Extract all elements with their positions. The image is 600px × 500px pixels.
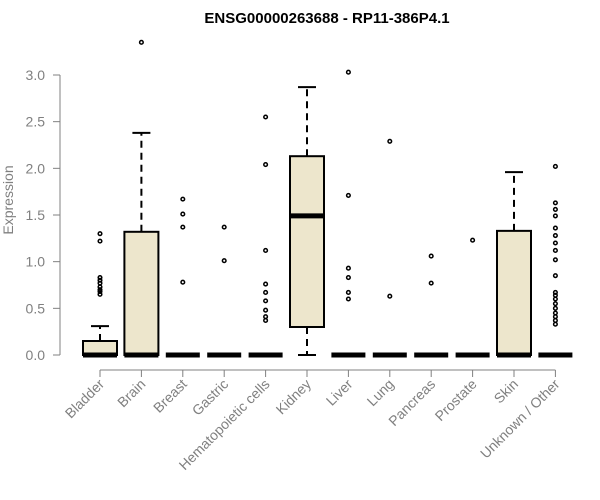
box-group [123,39,160,358]
outlier-point [221,224,227,230]
box-group [372,138,407,358]
outlier-point [552,301,558,307]
x-tick-label: Skin [491,376,522,407]
box-body [123,230,160,356]
outlier-point [387,293,393,299]
outlier-point [345,289,351,296]
box-body [289,155,325,328]
outlier-point [263,314,269,320]
box-group [538,163,573,358]
outlier-point [263,298,269,304]
outlier-point [552,213,558,219]
x-tick-label: Unknown / Other [477,376,563,462]
outlier-point [97,288,103,295]
outlier-point [552,232,558,239]
y-tick-label: 1.0 [26,254,46,270]
x-tick-label: Lung [364,376,397,409]
outlier-point [552,257,558,263]
y-tick-label: 0.0 [26,347,46,363]
outlier-point [552,240,558,246]
x-tick-label: Kidney [273,376,315,418]
x-tick-label: Breast [150,376,190,416]
outlier-point [263,114,269,120]
outlier-point [345,265,351,271]
outlier-point [470,237,476,243]
outlier-point [552,292,558,298]
x-tick-label: Bladder [62,376,108,422]
box-group [455,237,490,358]
box-group [207,224,242,358]
outlier-point [552,247,558,254]
y-tick-label: 2.5 [26,114,46,130]
outlier-point [552,305,558,311]
chart-title: ENSG00000263688 - RP11-386P4.1 [204,10,449,27]
outlier-point [345,274,351,281]
outlier-point [180,224,186,230]
outlier-point [97,277,103,283]
outlier-point [97,291,103,297]
outlier-point [345,192,351,198]
outlier-point [263,307,269,313]
outlier-point [552,163,558,170]
box-group [331,69,366,358]
box-group [165,196,200,358]
outlier-point [97,274,103,281]
outlier-point [428,280,434,286]
y-axis-label: Expression [0,165,16,234]
y-tick-label: 3.0 [26,67,46,83]
outlier-point [180,279,186,285]
outlier-point [552,206,558,212]
outlier-point [97,231,103,237]
x-tick-label: Liver [323,376,356,409]
outlier-point [263,281,269,287]
y-tick-label: 1.5 [26,207,46,223]
outlier-point [552,200,558,206]
outlier-point [552,225,558,231]
outlier-point [345,296,351,302]
box-group [289,86,325,356]
outlier-point [180,211,186,217]
outlier-point [552,289,558,296]
boxes [82,39,573,358]
outlier-point [263,289,269,296]
outlier-point [263,162,269,168]
outlier-point [345,69,351,75]
box-group [248,114,283,358]
x-tick-label: Prostate [432,376,480,424]
y-tick-label: 2.0 [26,160,46,176]
outlier-point [263,247,269,254]
outlier-point [97,280,103,286]
box-body [496,229,532,356]
box-group [414,253,449,358]
outlier-point [180,196,186,202]
outlier-point [387,138,393,144]
outlier-point [552,310,558,316]
y-tick-label: 0.5 [26,300,46,316]
y-axis: 0.0 0.5 1.0 1.5 2.0 2.5 3.0 [26,67,61,363]
outlier-point [428,253,434,259]
outlier-point [97,287,103,293]
outlier-point [552,273,558,279]
box-group [496,171,532,358]
outlier-point [138,39,144,45]
outlier-point [221,258,227,264]
x-tick-label: Brain [114,376,148,410]
outlier-point [97,238,103,244]
box-group [82,231,118,358]
